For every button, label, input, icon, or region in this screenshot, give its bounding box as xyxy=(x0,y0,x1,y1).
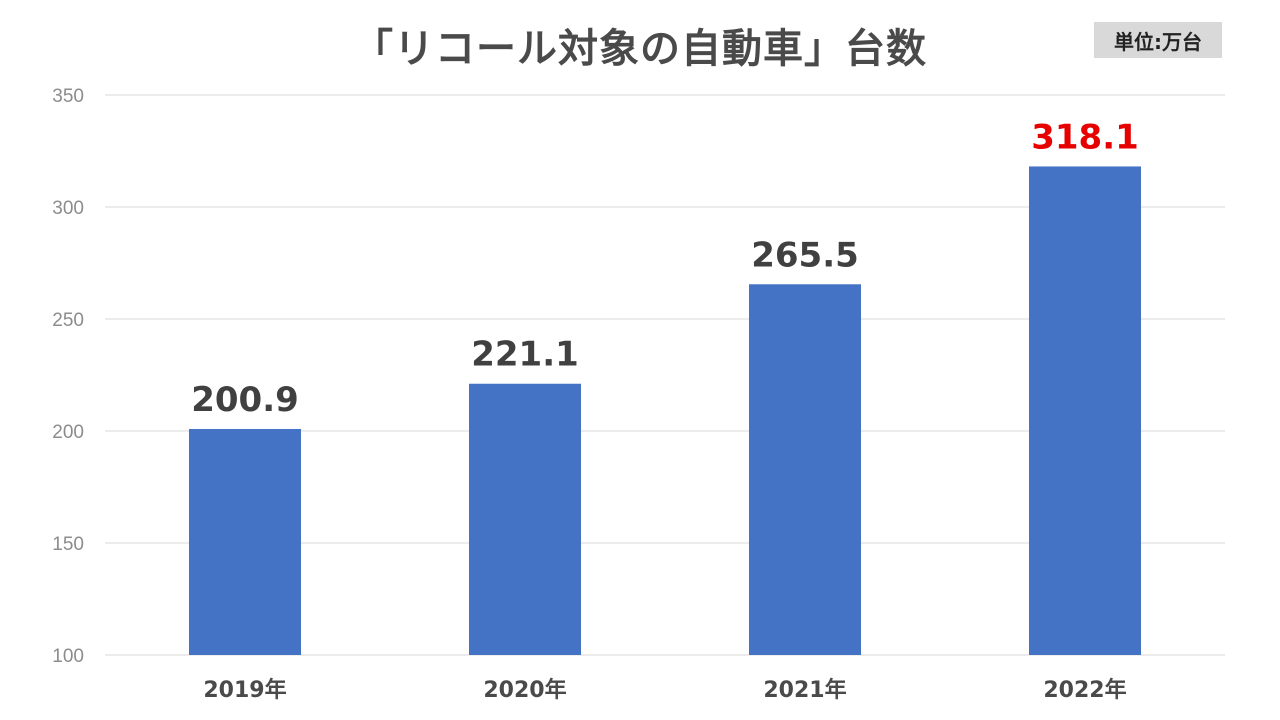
data-label-1: 221.1 xyxy=(471,335,579,375)
chart-title: 「リコール対象の自動車」台数 xyxy=(353,26,927,72)
x-category-label-0: 2019年 xyxy=(203,677,286,703)
data-label-0: 200.9 xyxy=(191,380,299,420)
bar-2 xyxy=(749,284,861,655)
bar-0 xyxy=(189,428,301,655)
bar-1 xyxy=(469,383,581,655)
data-label-2: 265.5 xyxy=(751,235,859,275)
bar-3 xyxy=(1029,166,1141,655)
x-category-label-3: 2022年 xyxy=(1043,677,1126,703)
y-tick-label-300: 300 xyxy=(52,198,84,219)
y-tick-label-100: 100 xyxy=(52,646,84,667)
x-category-label-1: 2020年 xyxy=(483,677,566,703)
y-tick-label-200: 200 xyxy=(52,422,84,443)
unit-badge: 単位:万台 xyxy=(1094,22,1222,58)
y-tick-label-150: 150 xyxy=(52,534,84,555)
x-category-label-2: 2021年 xyxy=(763,677,846,703)
data-label-3: 318.1 xyxy=(1031,117,1139,157)
y-tick-label-250: 250 xyxy=(52,310,84,331)
y-tick-label-350: 350 xyxy=(52,86,84,107)
